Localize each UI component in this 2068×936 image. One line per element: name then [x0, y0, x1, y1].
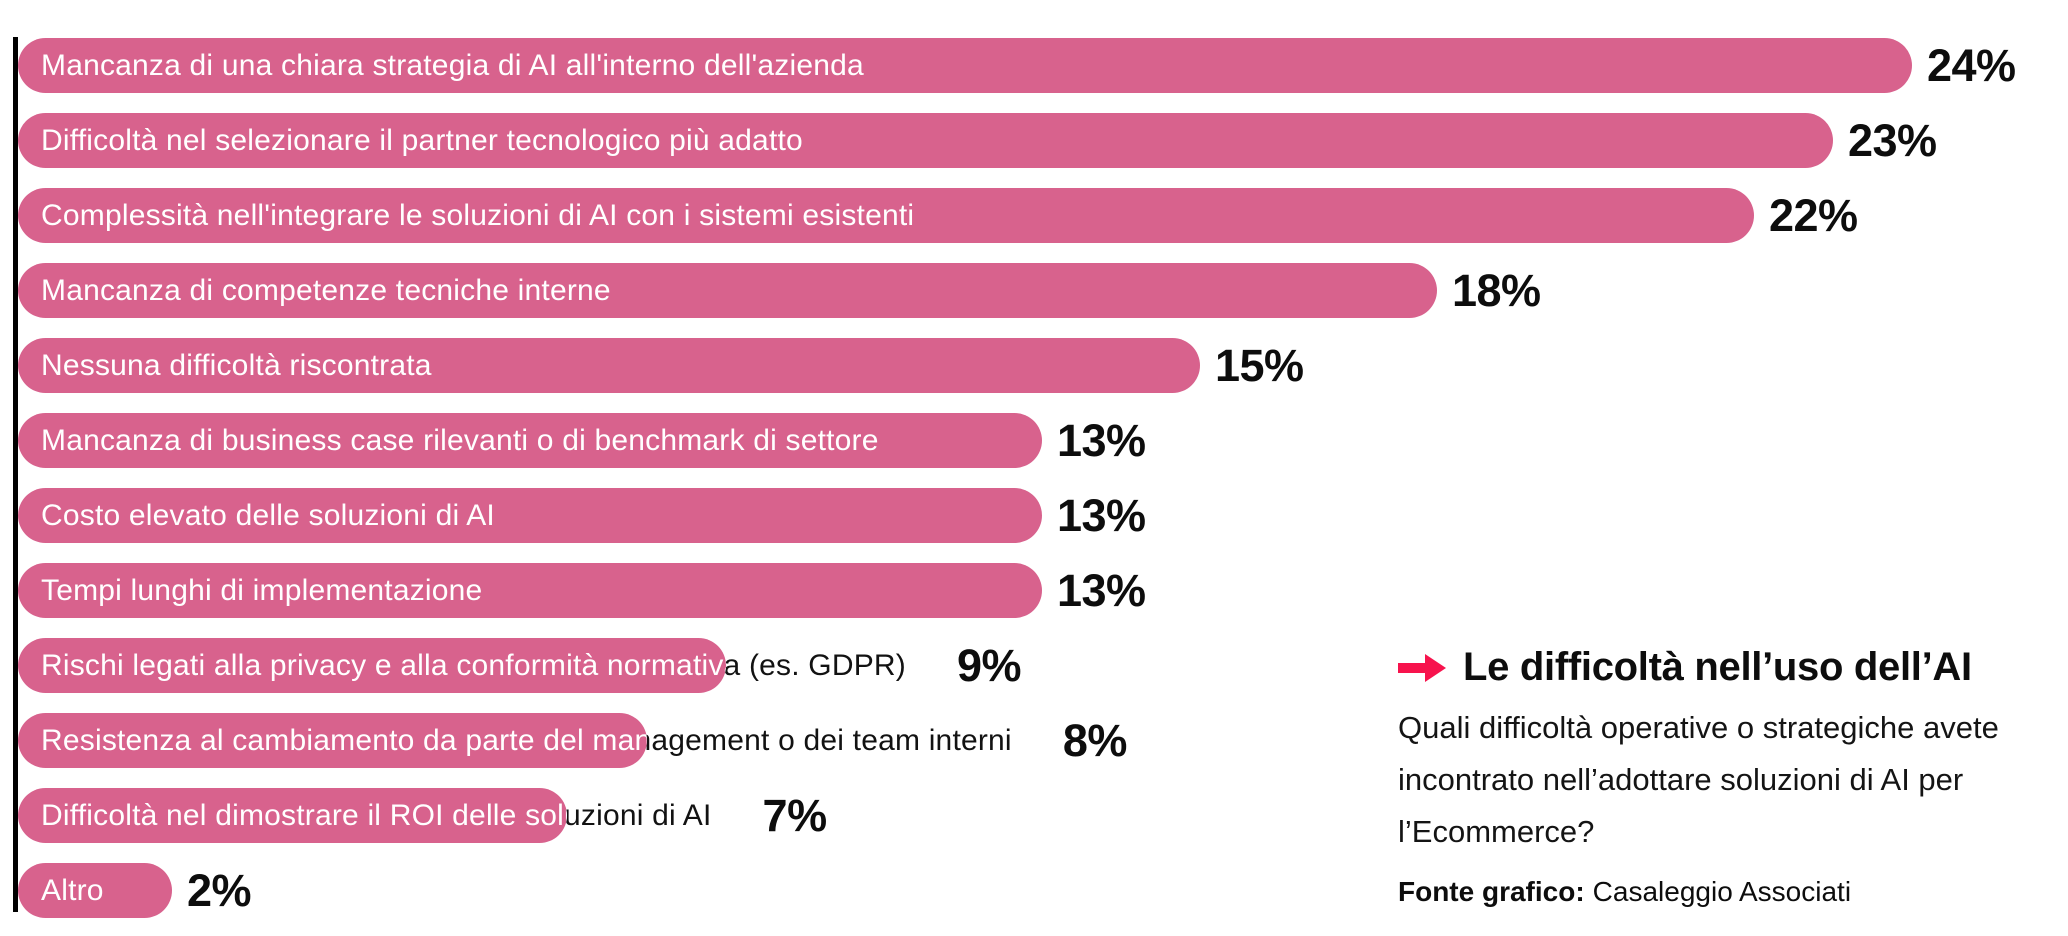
bar-row: Altro Altro 2% [18, 863, 2016, 918]
bar-value-label: 2% [187, 865, 252, 916]
bar: Costo elevato delle soluzioni di AI [18, 488, 1042, 543]
bar-zone: Tempi lunghi di implementazione Tempi lu… [18, 563, 1042, 618]
bar-label: Mancanza di una chiara strategia di AI a… [41, 49, 864, 82]
bar-row: Mancanza di competenze tecniche interne … [18, 263, 2016, 318]
bar-label: Nessuna difficoltà riscontrata [41, 349, 432, 382]
bar-label: Difficoltà nel dimostrare il ROI delle s… [41, 799, 567, 832]
bar: Difficoltà nel dimostrare il ROI delle s… [18, 788, 567, 843]
bar-label: Rischi legati alla privacy e alla confor… [41, 649, 726, 682]
bar-zone: Costo elevato delle soluzioni di AI Cost… [18, 488, 1042, 543]
bar-label: Costo elevato delle soluzioni di AI [41, 499, 495, 532]
bar-row: Nessuna difficoltà riscontrata Nessuna d… [18, 338, 2016, 393]
bar-label: Difficoltà nel selezionare il partner te… [41, 124, 803, 157]
bar-value-label: 24% [1927, 40, 2016, 91]
bar: Altro [18, 863, 172, 918]
bar-zone: Altro Altro [18, 863, 172, 918]
bar-value-label: 18% [1452, 265, 1541, 316]
bar-row: Mancanza di business case rilevanti o di… [18, 413, 2016, 468]
bar-rows: Mancanza di una chiara strategia di AI a… [18, 38, 2016, 936]
bar-zone: Mancanza di competenze tecniche interne … [18, 263, 1437, 318]
bar-value-label: 13% [1057, 565, 1146, 616]
bar: Tempi lunghi di implementazione [18, 563, 1042, 618]
bar: Complessità nell'integrare le soluzioni … [18, 188, 1754, 243]
bar-row: Rischi legati alla privacy e alla confor… [18, 638, 2016, 693]
bar: Mancanza di una chiara strategia di AI a… [18, 38, 1912, 93]
chart-source: Fonte grafico: Casaleggio Associati [1398, 876, 2048, 908]
bar: Rischi legati alla privacy e alla confor… [18, 638, 726, 693]
bar-zone: Difficoltà nel dimostrare il ROI delle s… [18, 788, 748, 843]
bar-zone: Complessità nell'integrare le soluzioni … [18, 188, 1754, 243]
bar: Nessuna difficoltà riscontrata [18, 338, 1200, 393]
chart-title: Le difficoltà nell’uso dell’AI [1463, 645, 1972, 689]
bar-label: Mancanza di business case rilevanti o di… [41, 424, 879, 457]
bar-zone: Nessuna difficoltà riscontrata Nessuna d… [18, 338, 1200, 393]
bar-zone: Mancanza di una chiara strategia di AI a… [18, 38, 1912, 93]
bar-row: Difficoltà nel selezionare il partner te… [18, 113, 2016, 168]
bar-row: Mancanza di una chiara strategia di AI a… [18, 38, 2016, 93]
bar-value-label: 13% [1057, 490, 1146, 541]
bar-row: Costo elevato delle soluzioni di AI Cost… [18, 488, 2016, 543]
bar-row: Difficoltà nel dimostrare il ROI delle s… [18, 788, 2016, 843]
source-label: Fonte grafico: [1398, 876, 1585, 907]
bar-zone: Resistenza al cambiamento da parte del m… [18, 713, 1048, 768]
bar: Resistenza al cambiamento da parte del m… [18, 713, 647, 768]
bar-row: Tempi lunghi di implementazione Tempi lu… [18, 563, 2016, 618]
bar-value-label: 23% [1848, 115, 1937, 166]
bar-value-label: 13% [1057, 415, 1146, 466]
bar-label: Tempi lunghi di implementazione [41, 574, 483, 607]
bar: Mancanza di business case rilevanti o di… [18, 413, 1042, 468]
y-axis-line [13, 37, 18, 912]
bar-zone: Difficoltà nel selezionare il partner te… [18, 113, 1833, 168]
bar-value-label: 15% [1215, 340, 1304, 391]
info-panel: Le difficoltà nell’uso dell’AI Quali dif… [1398, 645, 2048, 908]
bar-row: Complessità nell'integrare le soluzioni … [18, 188, 2016, 243]
bar-value-label: 8% [1062, 715, 1128, 766]
bar-label: Resistenza al cambiamento da parte del m… [41, 724, 647, 757]
bar-label: Complessità nell'integrare le soluzioni … [41, 199, 915, 232]
bar: Mancanza di competenze tecniche interne [18, 263, 1437, 318]
bar-label: Mancanza di competenze tecniche interne [41, 274, 611, 307]
bar-zone: Mancanza di business case rilevanti o di… [18, 413, 1042, 468]
info-title-row: Le difficoltà nell’uso dell’AI [1398, 645, 2048, 690]
bar-value-label: 7% [762, 790, 828, 841]
arrow-right-icon [1398, 653, 1446, 682]
chart-question: Quali difficoltà operative o strategiche… [1398, 710, 1999, 849]
bar-label: Altro [41, 874, 104, 907]
source-value: Casaleggio Associati [1592, 876, 1852, 907]
bar-value-label: 22% [1769, 190, 1858, 241]
bar: Difficoltà nel selezionare il partner te… [18, 113, 1833, 168]
bar-row: Resistenza al cambiamento da parte del m… [18, 713, 2016, 768]
bar-zone: Rischi legati alla privacy e alla confor… [18, 638, 942, 693]
bar-value-label: 9% [956, 640, 1022, 691]
